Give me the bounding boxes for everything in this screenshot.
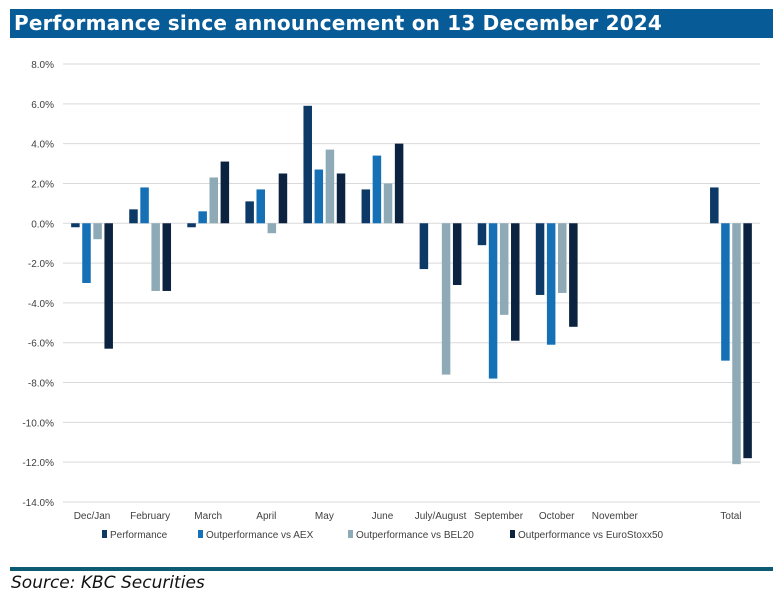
x-tick-label: September [474, 511, 524, 522]
bar-outperformance-vs-eurostoxx50 [452, 223, 462, 285]
x-tick-label: July/August [415, 511, 467, 522]
y-tick-label: 6.0% [31, 100, 54, 111]
y-tick-label: -6.0% [28, 339, 54, 350]
y-tick-label: 2.0% [31, 179, 54, 190]
bar-outperformance-vs-eurostoxx50 [743, 223, 752, 459]
bar-outperformance-vs-eurostoxx50 [278, 173, 288, 224]
bar-performance [361, 189, 371, 224]
bar-outperformance-vs-aex [488, 223, 498, 379]
bar-outperformance-vs-aex [546, 223, 556, 345]
bar-outperformance-vs-bel20 [558, 223, 567, 293]
bar-outperformance-vs-bel20 [151, 223, 160, 291]
bar-performance [477, 223, 487, 246]
bar-outperformance-vs-eurostoxx50 [569, 223, 578, 327]
y-tick-label: -2.0% [28, 259, 54, 270]
legend-label: Outperformance vs EuroStoxx50 [518, 530, 664, 541]
y-tick-label: -8.0% [28, 379, 54, 390]
bar-outperformance-vs-bel20 [383, 183, 393, 224]
bar-performance [419, 223, 429, 270]
source-note: Source: KBC Securities [11, 573, 205, 593]
legend-label: Outperformance vs BEL20 [356, 530, 474, 541]
bar-performance [187, 223, 196, 228]
y-tick-label: -10.0% [22, 418, 54, 429]
bar-performance [303, 105, 312, 224]
y-tick-label: 4.0% [31, 140, 54, 151]
legend-swatch [348, 530, 353, 538]
bar-outperformance-vs-aex [82, 223, 91, 283]
legend-swatch [510, 530, 515, 538]
bar-outperformance-vs-bel20 [209, 177, 219, 224]
x-tick-label: February [130, 511, 170, 522]
x-tick-label: Dec/Jan [74, 511, 111, 522]
y-tick-label: 0.0% [31, 219, 54, 230]
legend-swatch [198, 530, 203, 538]
x-tick-label: October [539, 511, 575, 522]
bar-outperformance-vs-bel20 [441, 223, 451, 375]
title-bar: Performance since announcement on 13 Dec… [10, 9, 773, 38]
bar-performance [245, 201, 254, 224]
y-tick-label: -4.0% [28, 299, 54, 310]
bar-outperformance-vs-aex [314, 169, 324, 224]
bar-outperformance-vs-eurostoxx50 [336, 173, 346, 224]
legend-swatch [102, 530, 107, 538]
bar-outperformance-vs-aex [721, 223, 730, 361]
bar-outperformance-vs-bel20 [499, 223, 509, 315]
bar-outperformance-vs-eurostoxx50 [394, 143, 404, 224]
legend-label: Performance [110, 530, 168, 541]
bar-outperformance-vs-bel20 [325, 149, 335, 224]
bar-outperformance-vs-bel20 [267, 223, 277, 234]
bar-outperformance-vs-bel20 [732, 223, 741, 465]
y-tick-label: 8.0% [31, 60, 54, 71]
bar-outperformance-vs-eurostoxx50 [162, 223, 172, 291]
bar-outperformance-vs-eurostoxx50 [104, 223, 113, 349]
bar-chart: 8.0% 6.0% 4.0% 2.0% 0.0% -2.0% -4.0% -6.0% -8.0%… [22, 60, 760, 541]
y-tick-label: -14.0% [22, 498, 54, 509]
bar-outperformance-vs-aex [372, 155, 382, 224]
bar-performance [71, 223, 80, 228]
bar-outperformance-vs-eurostoxx50 [220, 161, 230, 224]
bar-outperformance-vs-eurostoxx50 [511, 223, 520, 341]
legend-label: Outperformance vs AEX [206, 530, 314, 541]
divider [10, 567, 773, 571]
bar-outperformance-vs-aex [256, 189, 265, 224]
chart-title: Performance since announcement on 13 Dec… [14, 11, 663, 35]
x-tick-label: March [194, 511, 222, 522]
bar-performance [535, 223, 545, 295]
x-tick-label: April [256, 511, 276, 522]
x-tick-label: Total [720, 511, 741, 522]
x-tick-label: May [315, 511, 334, 522]
bar-performance [129, 209, 138, 224]
y-tick-label: -12.0% [22, 458, 54, 469]
bar-outperformance-vs-aex [198, 211, 207, 224]
x-tick-label: November [592, 511, 639, 522]
bar-outperformance-vs-aex [140, 187, 149, 224]
bar-performance [710, 187, 719, 224]
bar-outperformance-vs-bel20 [93, 223, 102, 240]
x-tick-label: June [372, 511, 394, 522]
